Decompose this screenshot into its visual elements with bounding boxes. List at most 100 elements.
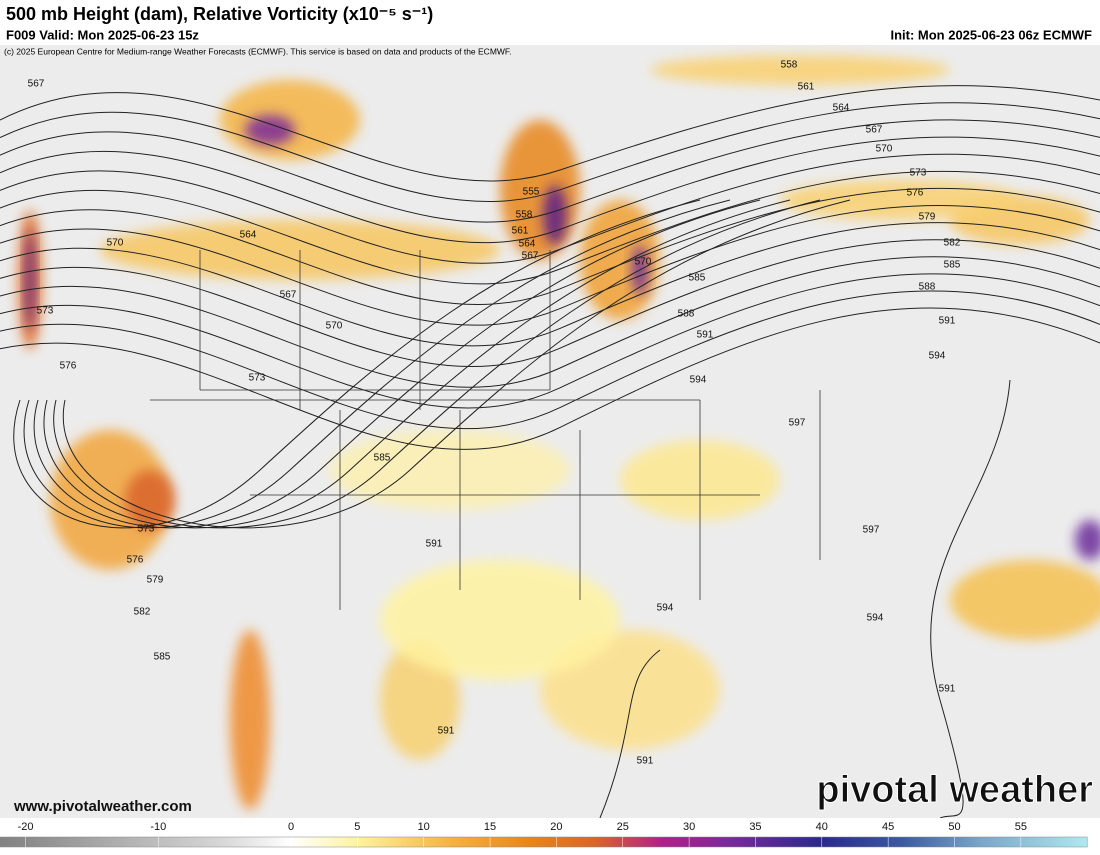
contour-label: 591 xyxy=(637,756,654,767)
contour-label: 570 xyxy=(326,321,343,332)
contour-label: 555 xyxy=(523,187,540,198)
contour-label: 564 xyxy=(240,230,257,241)
contour-label: 573 xyxy=(138,524,155,535)
contour-label: 588 xyxy=(919,282,936,293)
vorticity-area xyxy=(500,120,580,260)
height-contour xyxy=(0,239,1100,367)
height-contour xyxy=(62,199,851,529)
contour-label: 564 xyxy=(833,103,850,114)
colorbar-scale xyxy=(0,836,1088,848)
colorbar-label: -20 xyxy=(18,821,34,833)
colorbar-label: -10 xyxy=(150,821,166,833)
height-contour xyxy=(13,199,701,529)
height-contour xyxy=(0,136,1100,244)
contour-label: 558 xyxy=(781,60,798,71)
colorbar-label: 15 xyxy=(484,821,496,833)
contour-label: 561 xyxy=(798,82,815,93)
contour-label: 594 xyxy=(690,375,707,386)
title: 500 mb Height (dam), Relative Vorticity … xyxy=(6,4,433,24)
contour-label: 567 xyxy=(866,125,883,136)
contour-label: 564 xyxy=(519,239,536,250)
height-contour xyxy=(0,307,1100,450)
contour-label: 567 xyxy=(522,251,539,262)
vorticity-area xyxy=(543,185,567,245)
contour-label: 582 xyxy=(944,238,961,249)
contour-label: 585 xyxy=(374,453,391,464)
contour-label: 585 xyxy=(689,273,706,284)
init-time: Init: Mon 2025-06-23 06z ECMWF xyxy=(890,27,1092,42)
height-contour xyxy=(0,256,1100,388)
colorbar-label: 25 xyxy=(617,821,629,833)
contour-label: 582 xyxy=(134,607,151,618)
contour-label: 591 xyxy=(697,330,714,341)
height-contour xyxy=(0,119,1100,223)
colorbar-label: 20 xyxy=(550,821,562,833)
colorbar-label: 45 xyxy=(882,821,894,833)
contour-label: 579 xyxy=(147,575,164,586)
contour-label: 585 xyxy=(944,260,961,271)
contour-label: 561 xyxy=(512,226,529,237)
contour-label: 585 xyxy=(154,652,171,663)
contour-label: 567 xyxy=(280,290,297,301)
colorbar-label: 50 xyxy=(948,821,960,833)
valid-time: F009 Valid: Mon 2025-06-23 15z xyxy=(6,27,199,42)
contour-label: 591 xyxy=(939,684,956,695)
contour-label: 591 xyxy=(939,316,956,327)
vorticity-area xyxy=(25,230,35,330)
height-contour xyxy=(33,199,761,529)
contour-label: 594 xyxy=(929,351,946,362)
height-contour xyxy=(599,649,661,818)
contour-label: 570 xyxy=(876,144,893,155)
vorticity-area xyxy=(380,560,620,680)
website: www.pivotalweather.com xyxy=(13,798,192,815)
contour-label: 579 xyxy=(919,212,936,223)
contour-label: 597 xyxy=(789,418,806,429)
colorbar-label: 0 xyxy=(288,821,294,833)
vorticity-area xyxy=(1075,520,1100,560)
contour-label: 558 xyxy=(516,210,533,221)
contour-label: 567 xyxy=(28,79,45,90)
contour-label: 594 xyxy=(867,613,884,624)
contour-label: 591 xyxy=(426,539,443,550)
height-contour xyxy=(43,199,791,529)
height-contour xyxy=(0,273,1100,409)
height-contour xyxy=(0,85,1100,182)
contour-label: 576 xyxy=(60,361,77,372)
watermark: pivotal weather xyxy=(816,769,1093,811)
contour-label: 594 xyxy=(657,603,674,614)
height-contour xyxy=(0,222,1100,347)
colorbar-label: 55 xyxy=(1015,821,1027,833)
contour-label: 573 xyxy=(37,306,54,317)
map: 5675585615645675705735765795825855885915… xyxy=(0,55,1100,818)
contour-label: 597 xyxy=(863,525,880,536)
contour-label: 591 xyxy=(438,726,455,737)
vorticity-area xyxy=(230,630,270,810)
vorticity-area xyxy=(125,470,175,530)
height-contour xyxy=(0,290,1100,430)
height-contour xyxy=(0,102,1100,202)
contour-label: 573 xyxy=(249,373,266,384)
colorbar-label: 30 xyxy=(683,821,695,833)
contour-label: 570 xyxy=(635,257,652,268)
contour-label: 576 xyxy=(127,555,144,566)
contour-label: 573 xyxy=(910,168,927,179)
vorticity-area xyxy=(330,430,570,510)
vorticity-area xyxy=(245,115,295,145)
vorticity-area xyxy=(650,55,950,85)
contour-label: 570 xyxy=(107,238,124,249)
height-contour xyxy=(53,199,821,529)
height-contour xyxy=(23,199,731,529)
colorbar-label: 35 xyxy=(749,821,761,833)
colorbar-label: 40 xyxy=(816,821,828,833)
vorticity-area xyxy=(950,560,1100,640)
contour-label: 588 xyxy=(678,309,695,320)
vorticity-area xyxy=(780,180,1020,220)
height-contour xyxy=(0,205,1100,326)
contour-label: 576 xyxy=(907,188,924,199)
copyright: (c) 2025 European Centre for Medium-rang… xyxy=(4,46,512,56)
height-contour xyxy=(930,379,1011,818)
colorbar-label: 5 xyxy=(354,821,360,833)
colorbar-label: 10 xyxy=(418,821,430,833)
